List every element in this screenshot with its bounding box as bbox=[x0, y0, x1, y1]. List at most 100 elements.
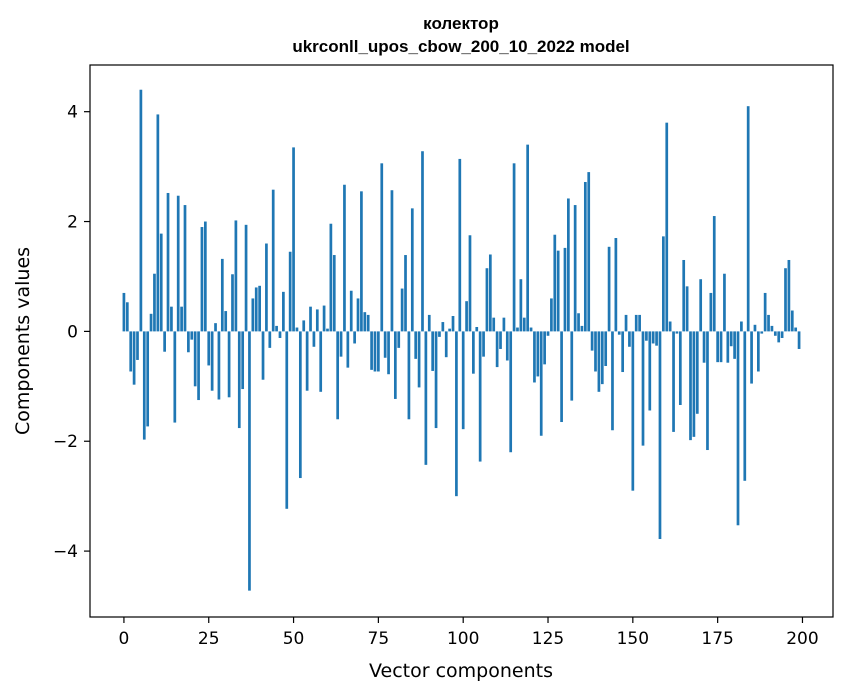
bar bbox=[312, 331, 316, 347]
bar bbox=[407, 331, 411, 420]
bar bbox=[292, 147, 295, 332]
bar bbox=[305, 331, 309, 391]
bar bbox=[533, 331, 536, 383]
bar bbox=[149, 313, 153, 332]
bar bbox=[777, 331, 781, 343]
bar bbox=[638, 314, 641, 332]
bar bbox=[434, 331, 438, 429]
bar bbox=[220, 258, 224, 332]
bar bbox=[370, 331, 373, 370]
bar bbox=[577, 313, 580, 332]
bar bbox=[227, 331, 231, 398]
bar bbox=[472, 331, 475, 374]
bar bbox=[146, 331, 150, 427]
x-tick-label: 50 bbox=[283, 629, 305, 649]
bar bbox=[166, 192, 170, 332]
bar bbox=[794, 327, 798, 332]
bar bbox=[468, 235, 472, 332]
bar bbox=[492, 317, 496, 332]
bar bbox=[563, 247, 567, 332]
x-tick-label: 0 bbox=[119, 629, 130, 649]
bar bbox=[560, 331, 563, 423]
bar bbox=[187, 331, 190, 353]
bar bbox=[431, 331, 435, 371]
bar bbox=[142, 331, 146, 440]
bar bbox=[719, 331, 723, 363]
bar bbox=[526, 144, 530, 332]
bar bbox=[163, 331, 166, 352]
bar bbox=[723, 273, 726, 332]
bar bbox=[665, 122, 669, 332]
bar bbox=[509, 331, 513, 453]
x-tick-label: 150 bbox=[617, 629, 649, 649]
bar bbox=[397, 331, 401, 348]
bar bbox=[414, 331, 418, 359]
bar bbox=[651, 331, 655, 344]
bar bbox=[787, 259, 791, 332]
bar bbox=[125, 302, 129, 332]
bar bbox=[712, 216, 716, 332]
x-tick-label: 100 bbox=[447, 629, 479, 649]
y-axis-ticks: −4 −2 0 2 4 bbox=[53, 103, 90, 562]
y-axis-label: Components values bbox=[12, 247, 34, 435]
y-tick-label: 0 bbox=[67, 322, 78, 342]
bar bbox=[478, 331, 482, 462]
bar bbox=[421, 151, 424, 332]
x-tick-label: 175 bbox=[701, 629, 733, 649]
y-tick-label: −4 bbox=[53, 542, 78, 562]
bar bbox=[451, 316, 455, 332]
bar bbox=[332, 255, 336, 332]
bar bbox=[224, 311, 228, 332]
bar bbox=[482, 331, 485, 357]
bar bbox=[377, 331, 380, 372]
bar bbox=[387, 331, 390, 375]
bar bbox=[441, 322, 445, 332]
bar bbox=[587, 172, 591, 332]
bar bbox=[180, 306, 183, 332]
bar bbox=[604, 331, 608, 366]
bar bbox=[648, 331, 652, 411]
bar bbox=[753, 324, 757, 332]
bar bbox=[621, 331, 625, 373]
bar bbox=[682, 259, 686, 332]
bar bbox=[200, 227, 204, 332]
bar bbox=[628, 331, 631, 347]
bar bbox=[366, 314, 370, 332]
bar bbox=[502, 317, 506, 332]
bar bbox=[641, 331, 645, 446]
bar bbox=[170, 306, 173, 332]
bar bbox=[662, 236, 665, 332]
bar bbox=[750, 331, 753, 384]
bars-group bbox=[122, 89, 801, 591]
bar bbox=[153, 273, 156, 332]
bar bbox=[780, 331, 784, 338]
bar bbox=[695, 331, 699, 414]
bar bbox=[655, 331, 658, 346]
bar bbox=[689, 331, 692, 441]
bar bbox=[706, 331, 709, 451]
bar bbox=[631, 331, 635, 491]
bar bbox=[136, 331, 139, 360]
bar bbox=[315, 309, 319, 332]
bar bbox=[485, 268, 489, 332]
bar bbox=[702, 331, 706, 363]
bar bbox=[285, 331, 289, 509]
bar bbox=[784, 268, 787, 332]
bar bbox=[329, 223, 333, 332]
bar bbox=[353, 331, 356, 344]
bar bbox=[302, 320, 306, 332]
bar bbox=[740, 321, 743, 332]
bar bbox=[678, 331, 682, 405]
bar bbox=[614, 238, 618, 332]
bar bbox=[797, 331, 801, 349]
bar bbox=[645, 331, 648, 341]
bar bbox=[675, 331, 679, 334]
x-axis-label: Vector components bbox=[369, 660, 553, 682]
bar bbox=[709, 292, 713, 332]
bar bbox=[746, 106, 750, 332]
bar bbox=[668, 321, 672, 332]
bar bbox=[475, 326, 479, 332]
bar bbox=[231, 274, 234, 332]
bar bbox=[536, 331, 540, 377]
x-tick-label: 25 bbox=[198, 629, 220, 649]
